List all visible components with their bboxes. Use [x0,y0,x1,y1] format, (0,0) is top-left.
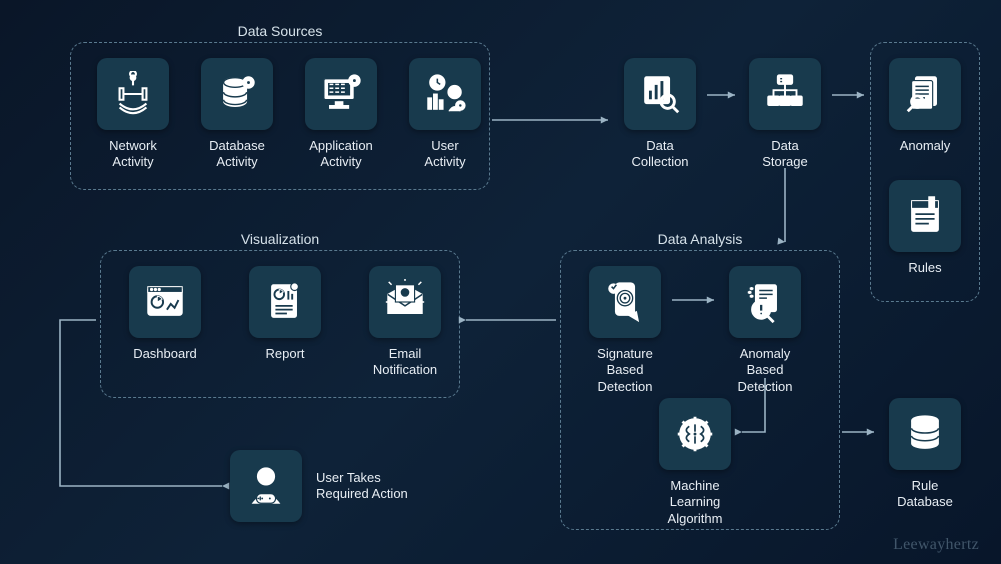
node-anomaly: Anomaly [880,58,970,154]
brain-gear-icon [659,398,731,470]
node-email: EmailNotification [360,266,450,379]
node-collection: DataCollection [615,58,705,171]
node-label-app: ApplicationActivity [296,138,386,171]
watermark: Leewayhertz [893,536,979,554]
node-ruledb: RuleDatabase [880,398,970,511]
server-tree-icon [749,58,821,130]
node-label-storage: DataStorage [740,138,830,171]
node-label-rules: Rules [880,260,970,276]
user-game-icon [230,450,302,522]
node-report: Report [240,266,330,362]
doc-search-icon [889,58,961,130]
node-label-network: NetworkActivity [88,138,178,171]
group-title-data_analysis: Data Analysis [658,231,743,247]
edge-stor-to-ar [832,92,864,99]
node-dashboard: Dashboard [120,266,210,362]
dashboard-icon [129,266,201,338]
db-gear-icon [201,58,273,130]
report-icon [249,266,321,338]
node-label-sig: SignatureBased Detection [580,346,670,395]
node-rules: Rules [880,180,970,276]
edge-col-to-stor [707,92,735,99]
node-label-anomaly: Anomaly [880,138,970,154]
book-icon [889,180,961,252]
node-storage: DataStorage [740,58,830,171]
node-sig: SignatureBased Detection [580,266,670,395]
node-label-email: EmailNotification [360,346,450,379]
node-label-database: DatabaseActivity [192,138,282,171]
node-label-ml: Machine LearningAlgorithm [650,478,740,527]
monitor-gear-icon [305,58,377,130]
node-ml: Machine LearningAlgorithm [650,398,740,527]
user-clock-icon [409,58,481,130]
node-label-user: UserActivity [400,138,490,171]
chart-search-icon [624,58,696,130]
node-database: DatabaseActivity [192,58,282,171]
node-label-useract: User TakesRequired Action [316,470,408,503]
network-icon [97,58,169,130]
fingerprint-icon [589,266,661,338]
node-label-dashboard: Dashboard [120,346,210,362]
node-label-report: Report [240,346,330,362]
edge-stor-to-da [777,168,785,245]
edge-da-to-viz [459,317,556,324]
node-label-ruledb: RuleDatabase [880,478,970,511]
node-network: NetworkActivity [88,58,178,171]
edge-ds-to-col [492,117,608,124]
group-title-visualization: Visualization [241,231,319,247]
node-abd: AnomalyBased Detection [720,266,810,395]
group-title-data_sources: Data Sources [238,23,323,39]
node-label-abd: AnomalyBased Detection [720,346,810,395]
alert-search-icon [729,266,801,338]
db-stack-icon [889,398,961,470]
mail-icon [369,266,441,338]
node-user: UserActivity [400,58,490,171]
node-useract: User TakesRequired Action [230,450,450,522]
node-app: ApplicationActivity [296,58,386,171]
edge-da-to-rdb [842,429,874,436]
node-label-collection: DataCollection [615,138,705,171]
